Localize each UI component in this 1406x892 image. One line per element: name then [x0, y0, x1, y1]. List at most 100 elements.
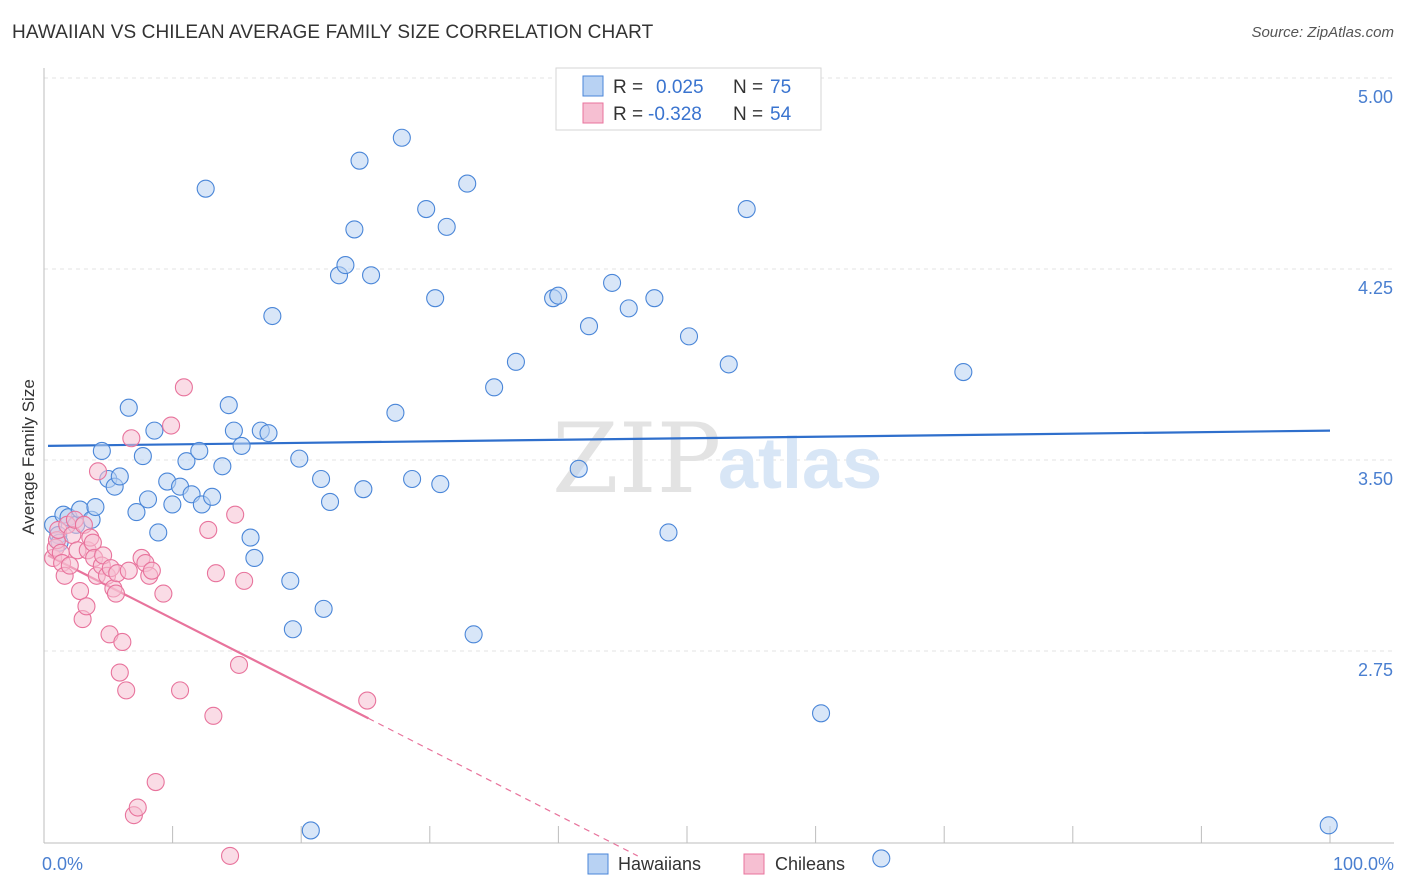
point-chileans — [106, 584, 125, 603]
point-hawaiians — [219, 396, 238, 415]
point-chileans — [220, 846, 240, 865]
stats-legend: R = 0.025 N = 75 R = -0.328 N = 54 — [555, 67, 822, 131]
point-hawaiians — [119, 398, 138, 417]
point-hawaiians — [345, 220, 364, 239]
legend-n-value-chileans: 54 — [770, 104, 792, 125]
point-chileans — [199, 520, 218, 539]
point-chileans — [88, 462, 108, 481]
legend-swatch-hawaiians — [582, 75, 604, 97]
point-hawaiians — [645, 289, 664, 308]
point-chileans — [174, 378, 193, 397]
point-chileans — [113, 632, 132, 652]
point-hawaiians — [458, 174, 477, 193]
point-hawaiians — [241, 528, 260, 547]
point-hawaiians — [872, 849, 891, 868]
point-hawaiians — [679, 327, 699, 346]
point-hawaiians — [314, 599, 333, 618]
point-hawaiians — [719, 355, 738, 374]
legend-n-value-hawaiians: 75 — [770, 77, 791, 98]
point-hawaiians — [133, 447, 152, 466]
point-hawaiians — [86, 497, 105, 517]
point-hawaiians — [290, 449, 309, 468]
point-hawaiians — [426, 289, 445, 308]
point-hawaiians — [301, 821, 320, 840]
point-hawaiians — [281, 571, 300, 590]
point-hawaiians — [283, 620, 302, 639]
point-chileans — [110, 663, 129, 682]
y-tick-labels: 5.00 4.25 3.50 2.75 — [1358, 87, 1393, 680]
point-chileans — [122, 429, 141, 448]
point-hawaiians — [145, 421, 164, 440]
trend-line-chileans-extension — [368, 717, 638, 857]
x-tick-label-min: 0.0% — [42, 854, 83, 874]
y-tick-label: 5.00 — [1358, 87, 1393, 107]
point-hawaiians — [336, 256, 355, 275]
series-legend-swatch-chileans — [743, 853, 765, 875]
point-chileans — [142, 561, 161, 580]
point-chileans — [117, 681, 136, 700]
watermark-zip: ZIP — [552, 403, 721, 515]
point-chileans — [358, 691, 377, 710]
point-hawaiians — [437, 217, 456, 236]
point-hawaiians — [196, 179, 215, 198]
point-hawaiians — [149, 523, 168, 542]
point-hawaiians — [659, 523, 678, 542]
point-chileans — [204, 706, 223, 725]
point-hawaiians — [232, 436, 251, 455]
point-hawaiians — [92, 441, 111, 461]
point-hawaiians — [506, 352, 525, 371]
x-ticks — [43, 826, 1331, 843]
point-chileans — [71, 582, 90, 601]
point-hawaiians — [811, 704, 831, 723]
y-axis-label: Average Family Size — [19, 379, 38, 535]
point-hawaiians — [392, 128, 411, 147]
point-hawaiians — [569, 459, 588, 478]
point-hawaiians — [386, 403, 405, 422]
point-hawaiians — [213, 457, 232, 476]
point-chileans — [235, 571, 254, 590]
legend-n-label-chileans: N = — [733, 104, 763, 125]
point-chileans — [146, 773, 165, 792]
legend-r-label-hawaiians: R = — [613, 77, 643, 98]
point-chileans — [229, 655, 249, 674]
legend-r-value-hawaiians: 0.025 — [656, 77, 704, 98]
y-tick-label: 4.25 — [1358, 278, 1393, 298]
point-chileans — [226, 505, 245, 524]
point-hawaiians — [177, 452, 196, 471]
point-hawaiians — [127, 503, 146, 522]
point-hawaiians — [163, 495, 182, 514]
point-hawaiians — [312, 469, 331, 489]
watermark: ZIP atlas — [552, 403, 882, 515]
point-chileans — [128, 798, 147, 817]
point-hawaiians — [350, 151, 369, 170]
point-hawaiians — [579, 317, 599, 336]
point-chileans — [170, 681, 190, 700]
point-hawaiians — [203, 487, 222, 506]
series-legend: Hawaiians Chileans — [587, 853, 845, 875]
x-tick-label-max: 100.0% — [1333, 854, 1394, 874]
point-hawaiians — [354, 480, 373, 499]
point-hawaiians — [110, 467, 129, 486]
point-hawaiians — [485, 378, 504, 397]
point-hawaiians — [263, 306, 282, 326]
point-hawaiians — [603, 273, 622, 292]
point-hawaiians — [403, 469, 422, 489]
point-hawaiians — [362, 266, 381, 285]
series-legend-swatch-hawaiians — [587, 853, 609, 875]
point-chileans — [60, 556, 79, 575]
point-hawaiians — [464, 625, 483, 644]
point-hawaiians — [190, 441, 209, 461]
y-tick-label: 2.75 — [1358, 660, 1393, 680]
point-hawaiians — [224, 421, 243, 440]
axes — [43, 68, 1394, 844]
legend-r-value-chileans: -0.328 — [648, 104, 702, 125]
series-legend-label-chileans: Chileans — [775, 854, 845, 874]
y-tick-label: 3.50 — [1358, 469, 1393, 489]
point-hawaiians — [1319, 816, 1338, 835]
point-hawaiians — [619, 299, 638, 318]
legend-n-label-hawaiians: N = — [733, 77, 763, 98]
point-hawaiians — [431, 475, 450, 494]
point-chileans — [154, 584, 173, 603]
point-hawaiians — [954, 362, 973, 382]
